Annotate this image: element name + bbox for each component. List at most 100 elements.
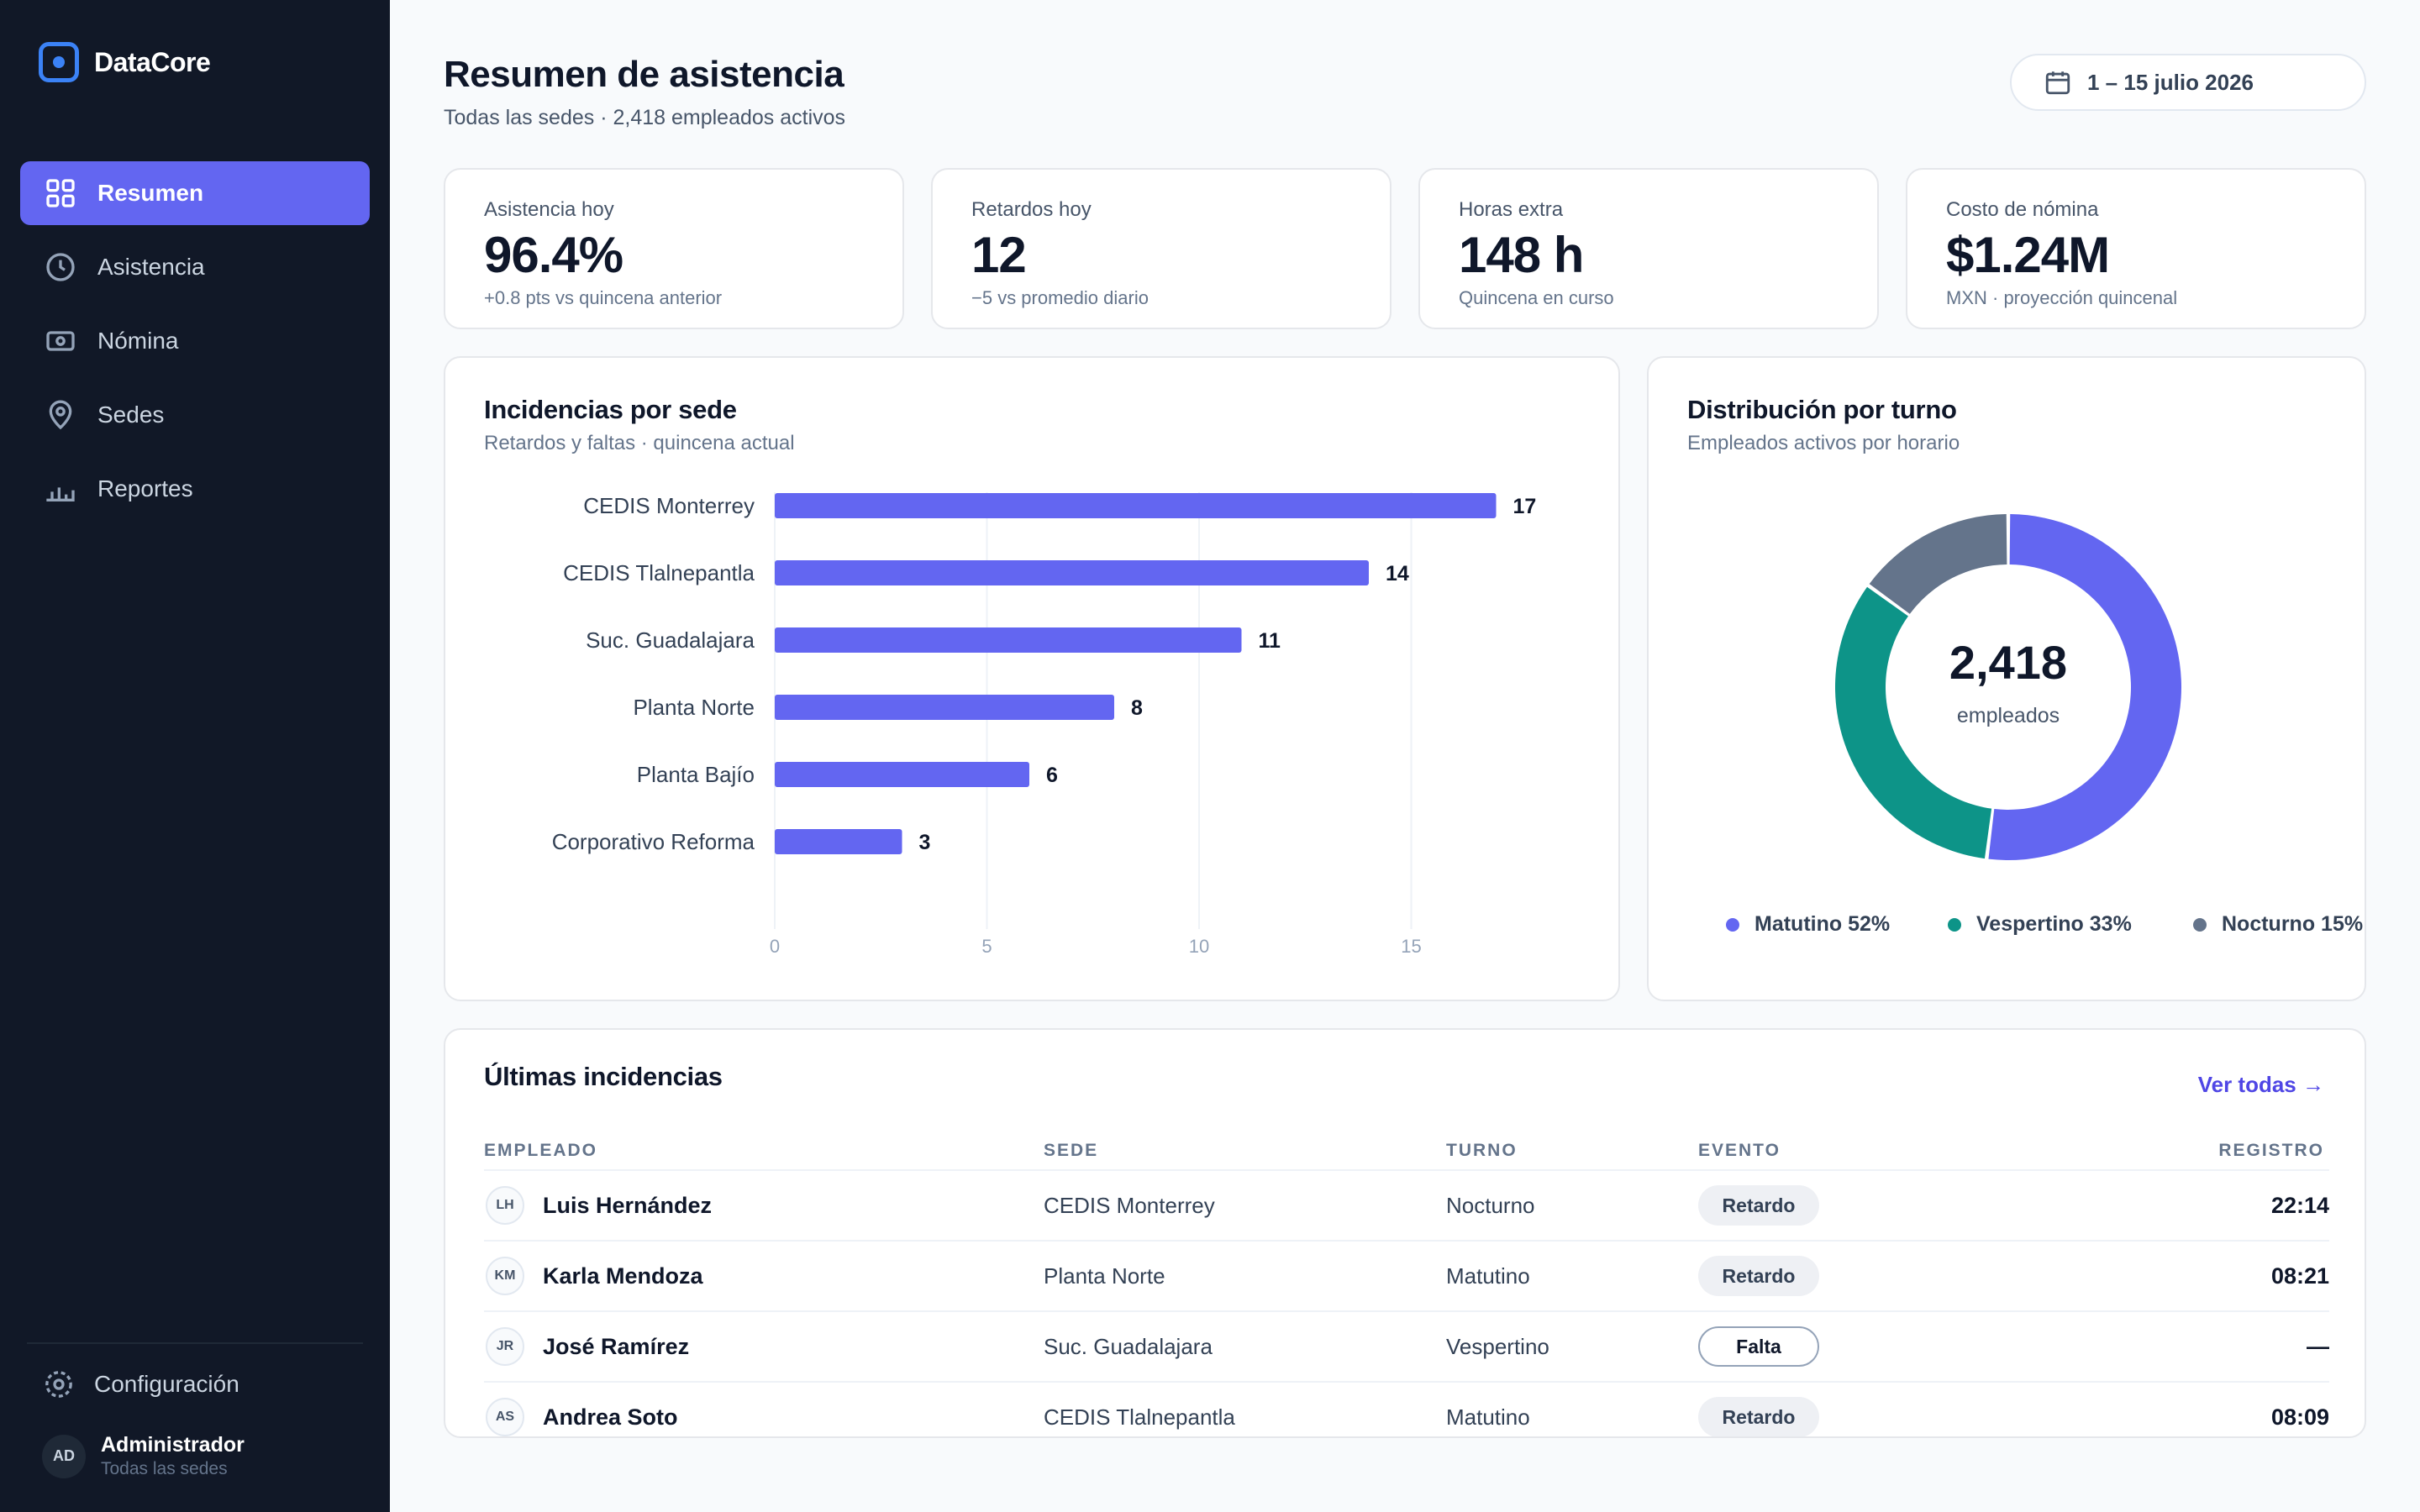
latest-incidents-panel: Últimas incidencias Ver todas → EMPLEADO…: [444, 1028, 2366, 1438]
kpi-note: −5 vs promedio diario: [971, 287, 1149, 308]
donut-total-unit: empleados: [1956, 704, 2060, 727]
sidebar-item-label: Resumen: [97, 180, 204, 206]
incidents-by-site-panel: Incidencias por sede Retardos y faltas ·…: [444, 356, 1620, 1001]
donut-total: 2,418: [1949, 636, 2068, 689]
kpi-card-asistencia: Asistencia hoy 96.4% +0.8 pts vs quincen…: [444, 168, 904, 329]
kpi-label: Costo de nómina: [1946, 198, 2099, 221]
kpi-card-costo-nomina: Costo de nómina $1.24M MXN · proyección …: [1906, 168, 2366, 329]
kpi-label: Horas extra: [1459, 198, 1564, 221]
shift-donut-chart: [1835, 514, 2181, 860]
sidebar-item-reportes[interactable]: Reportes: [20, 457, 370, 521]
column-header-sede[interactable]: SEDE: [1044, 1141, 1099, 1160]
column-header-evento[interactable]: EVENTO: [1698, 1141, 1781, 1160]
category-label: Planta Bajío: [637, 762, 755, 787]
legend-swatch: [2193, 917, 2207, 932]
x-tick-label: 15: [1401, 936, 1421, 957]
site-cell: Planta Norte: [1044, 1263, 1165, 1289]
value-label: 17: [1513, 495, 1537, 518]
legend-label: Vespertino 33%: [1976, 912, 2132, 936]
legend-label: Matutino 52%: [1754, 912, 1891, 936]
kpi-note: Quincena en curso: [1459, 287, 1614, 308]
kpi-label: Asistencia hoy: [484, 198, 614, 221]
category-label: Corporativo Reforma: [552, 829, 755, 854]
column-header-turno[interactable]: TURNO: [1446, 1141, 1518, 1160]
bar: [775, 695, 1114, 720]
legend-item-nocturno: Nocturno 15%: [2193, 912, 2363, 937]
donut-slice-vespertino: [1835, 586, 1992, 859]
avatar: AS: [486, 1398, 524, 1436]
donut-slice-nocturno: [1869, 514, 2007, 614]
avatar: AD: [42, 1434, 86, 1478]
table-row[interactable]: KM Karla Mendoza Planta Norte Matutino Re…: [484, 1240, 2329, 1310]
category-label: CEDIS Monterrey: [583, 493, 755, 518]
x-tick-label: 5: [981, 936, 992, 957]
bar: [775, 493, 1497, 518]
timestamp-cell: 22:14: [2270, 1192, 2329, 1218]
avatar: LH: [486, 1186, 524, 1225]
sidebar-item-sedes[interactable]: Sedes: [20, 383, 370, 447]
kpi-note: +0.8 pts vs quincena anterior: [484, 287, 723, 308]
table-title: Últimas incidencias: [484, 1062, 723, 1091]
status-badge: Retardo: [1698, 1397, 1819, 1436]
kpi-value: 96.4%: [484, 227, 623, 283]
value-label: 14: [1386, 562, 1409, 585]
brand[interactable]: DataCore: [39, 42, 211, 82]
shift-cell: Nocturno: [1446, 1192, 1535, 1218]
timestamp-cell: 08:21: [2270, 1263, 2329, 1289]
page-subtitle: Todas las sedes · 2,418 empleados activo…: [444, 106, 846, 129]
panel-title: Incidencias por sede: [484, 395, 737, 424]
kpi-card-retardos: Retardos hoy 12 −5 vs promedio diario: [931, 168, 1392, 329]
panel-subtitle: Retardos y faltas · quincena actual: [484, 432, 795, 454]
bar: [775, 560, 1369, 585]
kpi-value: 148 h: [1459, 227, 1584, 283]
column-header-registro[interactable]: REGISTRO: [2218, 1141, 2324, 1160]
date-range-picker[interactable]: 1 – 15 julio 2026: [2010, 54, 2366, 111]
sidebar-item-label: Nómina: [97, 328, 179, 354]
bar: [775, 829, 902, 854]
bar: [775, 627, 1242, 653]
sidebar-item-label: Reportes: [97, 475, 193, 501]
table-row[interactable]: JR José Ramírez Suc. Guadalajara Vesperti…: [484, 1310, 2329, 1381]
sidebar-item-nomina[interactable]: Nómina: [20, 309, 370, 373]
timestamp-cell: 08:09: [2270, 1404, 2329, 1430]
avatar: JR: [486, 1327, 524, 1366]
config-label: Configuración: [94, 1371, 239, 1397]
employee-name: Andrea Soto: [543, 1404, 678, 1430]
site-cell: Suc. Guadalajara: [1044, 1333, 1213, 1359]
grid-icon: [42, 175, 79, 212]
value-label: 8: [1131, 696, 1143, 720]
shift-cell: Matutino: [1446, 1263, 1530, 1289]
banknote-icon: [42, 323, 79, 360]
legend-label: Nocturno 15%: [2222, 912, 2364, 936]
sidebar-item-asistencia[interactable]: Asistencia: [20, 235, 370, 299]
legend-swatch: [1948, 917, 1961, 932]
avatar: KM: [486, 1257, 524, 1295]
sidebar-item-label: Asistencia: [97, 254, 205, 280]
sidebar-item-resumen[interactable]: Resumen: [20, 161, 370, 225]
site-cell: CEDIS Monterrey: [1044, 1192, 1215, 1218]
view-all-link[interactable]: Ver todas →: [2197, 1072, 2324, 1097]
kpi-note: MXN · proyección quincenal: [1946, 287, 2178, 308]
sidebar: DataCore Resumen Asistencia Nómina Sedes: [0, 0, 390, 1512]
map-pin-icon: [42, 396, 79, 433]
sidebar-nav: Resumen Asistencia Nómina Sedes Reportes: [20, 161, 370, 531]
panel-subtitle: Empleados activos por horario: [1687, 432, 1960, 454]
status-badge: Retardo: [1698, 1256, 1819, 1296]
sidebar-item-label: Sedes: [97, 402, 165, 428]
legend-item-vespertino: Vespertino 33%: [1948, 912, 2132, 937]
user-name: Administrador: [101, 1433, 245, 1457]
value-label: 3: [919, 831, 931, 854]
user-scope: Todas las sedes: [101, 1459, 228, 1478]
employee-name: Karla Mendoza: [543, 1263, 703, 1289]
bar-chart-icon: [42, 470, 79, 507]
panel-title: Distribución por turno: [1687, 395, 1957, 424]
kpi-card-horas-extra: Horas extra 148 h Quincena en curso: [1418, 168, 1879, 329]
kpi-value: $1.24M: [1946, 227, 2110, 283]
table-row[interactable]: AS Andrea Soto CEDIS Tlalnepantla Matutin…: [484, 1381, 2329, 1436]
category-label: Planta Norte: [633, 695, 755, 720]
table-row[interactable]: LH Luis Hernández CEDIS Monterrey Nocturn…: [484, 1169, 2329, 1240]
column-header-empleado[interactable]: EMPLEADO: [484, 1141, 598, 1160]
gear-icon: [45, 1371, 72, 1398]
sidebar-item-configuracion[interactable]: Configuración: [42, 1368, 239, 1401]
user-profile[interactable]: AD Administrador Todas las sedes: [42, 1433, 245, 1479]
